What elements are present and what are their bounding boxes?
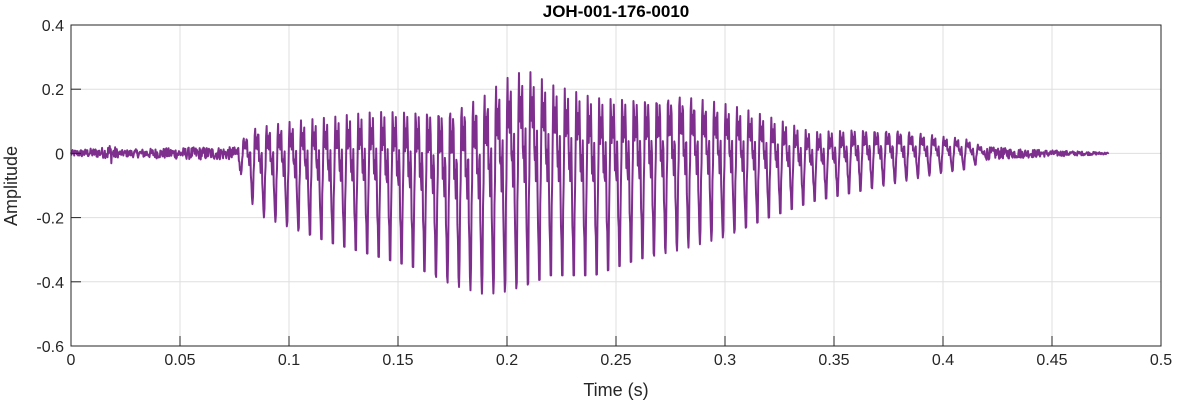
y-axis-label: Amplitude — [1, 146, 21, 226]
tick-marks — [70, 24, 1162, 347]
series-layer — [70, 71, 1110, 295]
x-tick-label: 0.5 — [1150, 352, 1172, 369]
y-tick-labels: 0.4 0.2 0 -0.2 -0.4 -0.6 — [36, 18, 64, 356]
x-tick-label: 0.1 — [278, 352, 300, 369]
y-tick-label: -0.2 — [36, 211, 64, 228]
x-tick-label: 0.15 — [382, 352, 413, 369]
x-tick-label: 0.35 — [818, 352, 849, 369]
waveform-line — [70, 71, 1110, 295]
x-tick-label: 0.4 — [932, 352, 954, 369]
y-tick-label: -0.4 — [36, 275, 64, 292]
y-tick-label: -0.6 — [36, 339, 64, 356]
x-axis-label: Time (s) — [583, 380, 648, 400]
chart-title: JOH-001-176-0010 — [543, 2, 689, 21]
y-tick-label: 0 — [55, 146, 64, 163]
x-tick-labels: 0 0.05 0.1 0.15 0.2 0.25 0.3 0.35 0.4 0.45 0.5 — [67, 352, 1173, 369]
x-tick-label: 0.25 — [600, 352, 631, 369]
x-tick-label: 0 — [67, 352, 76, 369]
y-tick-label: 0.2 — [42, 82, 64, 99]
x-tick-label: 0.3 — [714, 352, 736, 369]
x-tick-label: 0.2 — [496, 352, 518, 369]
x-tick-label: 0.45 — [1036, 352, 1067, 369]
y-tick-label: 0.4 — [42, 18, 64, 35]
x-tick-label: 0.05 — [164, 352, 195, 369]
